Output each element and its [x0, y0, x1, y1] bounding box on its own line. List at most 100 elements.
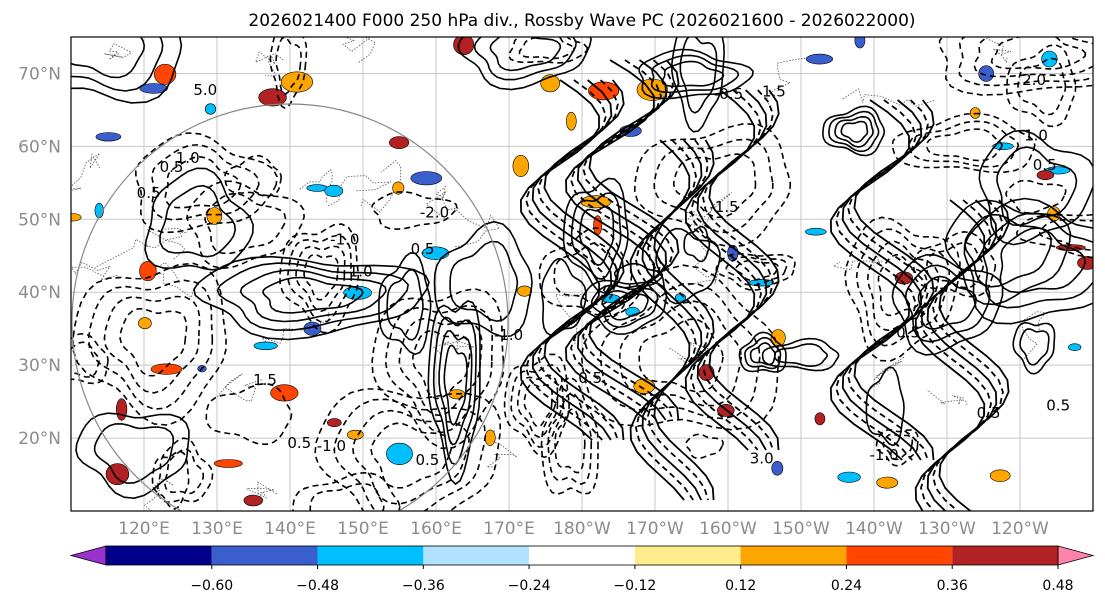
divergence-patch [512, 155, 529, 178]
wave-train-contour [588, 59, 680, 421]
divergence-patch [150, 363, 183, 375]
divergence-patch [992, 142, 1014, 151]
lon-label: 170°E [483, 519, 535, 539]
negative-contour [633, 122, 792, 248]
colorbar-tick-label: −0.24 [508, 578, 551, 594]
positive-contour [489, 37, 562, 72]
negative-contour [103, 295, 201, 394]
negative-contour [735, 259, 779, 282]
coastline-segment [104, 43, 133, 60]
divergence-patch [71, 213, 82, 222]
negative-contour [990, 37, 1087, 70]
coastline-segment [985, 37, 1012, 64]
divergence-patch [805, 53, 833, 65]
negative-contour [882, 433, 914, 461]
positive-contour [638, 48, 754, 100]
lat-label: 60°N [18, 137, 61, 157]
negative-contour [516, 374, 559, 438]
positive-contour [159, 184, 237, 258]
lon-label: 130°W [918, 519, 976, 539]
positive-contour [978, 129, 1093, 246]
negative-contour [891, 112, 1036, 174]
positive-contour [749, 342, 776, 366]
positive-contour [71, 37, 183, 104]
positive-contour [738, 331, 787, 373]
coastline-segment [71, 152, 101, 191]
negative-contour [653, 138, 774, 234]
divergence-patch [326, 418, 342, 428]
positive-contour [944, 199, 1072, 306]
contour-label: 3.0 [750, 450, 774, 468]
colorbar-segment [211, 546, 318, 565]
contour-label: -1.0 [317, 437, 346, 455]
divergence-patch [389, 136, 410, 149]
wave-train-contour [570, 59, 662, 421]
divergence-patch [243, 494, 264, 507]
map-frame [70, 36, 1094, 512]
wave-train-contour [841, 99, 923, 461]
positive-contour [433, 220, 533, 338]
divergence-patch [94, 202, 104, 219]
colorbar-segment [740, 546, 847, 565]
colorbar-tick-label: −0.60 [190, 578, 233, 594]
map-title: 2026021400 F000 250 hPa div., Rossby Wav… [248, 11, 915, 31]
contour-label: -1.0 [869, 446, 898, 464]
negative-contour [538, 227, 633, 318]
rossby-wave-contours [71, 37, 1093, 511]
wave-train-contour [835, 99, 917, 461]
contour-label: 1.5 [253, 371, 277, 389]
contour-label: 1.5 [762, 83, 786, 101]
negative-contour [279, 223, 360, 334]
forecast-range-circle [71, 103, 509, 511]
colorbar-outline [105, 545, 1059, 566]
positive-contour [432, 316, 477, 466]
contour-label: -0.5 [891, 324, 920, 342]
positive-contour [1019, 328, 1050, 366]
positive-contour [917, 275, 978, 330]
colorbar-segment [529, 546, 635, 565]
divergence-patch [95, 132, 122, 142]
negative-contour [72, 262, 227, 426]
negative-contour [554, 408, 586, 474]
divergence-patch [1068, 343, 1082, 352]
negative-contour [926, 128, 1003, 162]
coastline-segment [432, 335, 475, 354]
negative-contour [87, 279, 214, 411]
negative-contour [1005, 179, 1067, 214]
wave-train-contour [938, 199, 1010, 511]
positive-contour [679, 37, 718, 114]
positive-contour [982, 212, 1093, 309]
negative-contour [1038, 218, 1093, 251]
negative-contour [151, 450, 190, 510]
positive-contour [744, 336, 782, 370]
divergence-patch [324, 184, 344, 197]
wave-train-contour [653, 139, 715, 501]
colorbar-tick-label: −0.12 [613, 578, 656, 594]
coastline-segment [425, 185, 459, 220]
colorbar-tick-label: 0.12 [725, 578, 756, 594]
colorbar-tick-label: −0.36 [402, 578, 445, 594]
positive-contour [75, 412, 190, 500]
divergence-patch [115, 398, 128, 421]
wave-train-contour [525, 79, 607, 441]
positive-contour [650, 54, 740, 94]
divergence-patch [253, 341, 278, 350]
negative-contour [269, 37, 308, 110]
coastline-segment [766, 57, 813, 111]
wave-train-contour [582, 59, 674, 421]
colorbar-tick-label: −0.48 [296, 578, 339, 594]
wave-train-contour [531, 79, 613, 441]
wave-train-contour [576, 59, 668, 421]
divergence-patch [410, 171, 443, 186]
negative-contour [371, 190, 458, 231]
negative-contour [71, 341, 100, 378]
negative-contour [958, 37, 1093, 87]
coastline-segment [148, 262, 194, 298]
contour-label: 0.5 [1033, 156, 1057, 174]
positive-contour [443, 344, 468, 426]
coastline-segment [71, 261, 118, 281]
contour-label: -2.0 [420, 204, 449, 222]
map-panel: -2.00.52.03.05.0-1.00.51.00.51.0-0.50.50… [70, 36, 1094, 512]
contour-label: 0.5 [411, 240, 435, 258]
latitude-labels: 70°N 60°N 50°N 40°N 30°N 20°N [18, 64, 61, 449]
